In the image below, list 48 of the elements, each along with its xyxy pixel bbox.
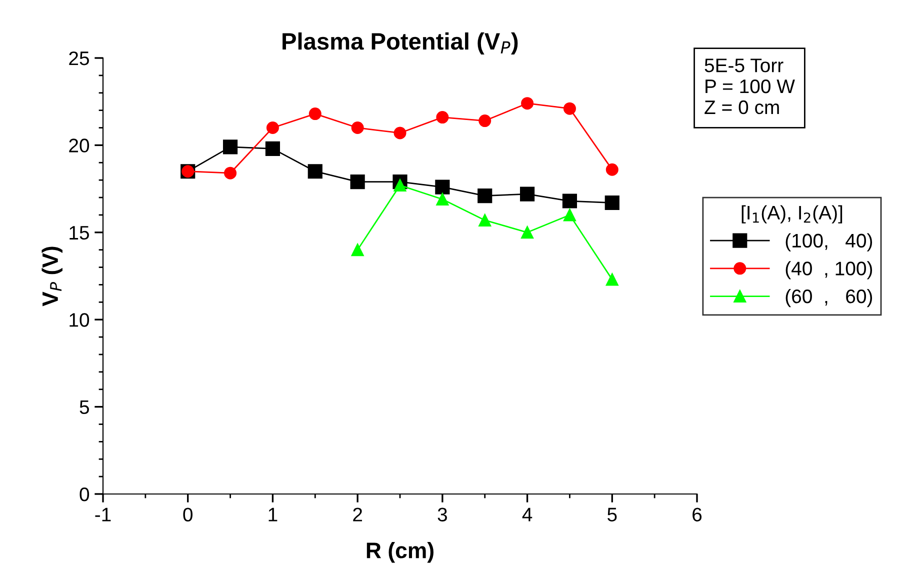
point [394, 126, 406, 140]
x-tick-label: 2 [353, 508, 362, 522]
point [308, 164, 322, 179]
point [478, 114, 492, 128]
text: 5E-5 Torr P = 100 W Z = 0 cm [704, 58, 795, 114]
point [563, 208, 576, 222]
y-tick-label: 20 [69, 138, 90, 152]
point [521, 97, 534, 110]
y-tick-label: 5 [80, 400, 89, 414]
y-tick-label: 25 [69, 51, 89, 66]
y-tick-label: 0 [80, 487, 90, 502]
x-tick-label: 5 [608, 508, 617, 522]
point [351, 122, 364, 134]
point [604, 195, 620, 210]
legend-title: [I$_{1}$(A), I$_{2}$(A)] [742, 205, 842, 224]
x-tick-label: 0 [183, 508, 193, 522]
point [478, 214, 492, 226]
point [606, 273, 618, 286]
y-tick-label: 10 [70, 313, 90, 327]
point [350, 174, 365, 190]
x-tick-label: 3 [438, 508, 447, 522]
x-tick-label: 4 [522, 508, 532, 522]
point [478, 188, 492, 204]
x-tick-label: 1 [268, 508, 278, 522]
chart-title: Plasma Potential (V$_{P}$) [282, 32, 518, 54]
point [351, 244, 364, 256]
point [308, 108, 322, 120]
point [394, 179, 406, 192]
point [266, 122, 279, 134]
legend-label: (60 , 60) [786, 288, 872, 308]
point [222, 140, 238, 154]
point [265, 141, 280, 156]
x-tick-label: -1 [95, 508, 111, 522]
point [224, 166, 237, 180]
x-tick-label: 6 [692, 508, 702, 522]
legend-label: (40 , 100) [786, 261, 872, 280]
x-axis-title: R (cm) [366, 542, 434, 563]
point [606, 163, 618, 176]
point [435, 180, 450, 194]
point [563, 102, 576, 115]
y-tick-label: 15 [70, 226, 89, 240]
legend-label: (100, 40) [786, 233, 872, 252]
point [521, 226, 534, 239]
point [520, 186, 535, 202]
point [562, 194, 578, 208]
point [436, 111, 449, 124]
point [436, 193, 449, 206]
y-axis-title: V$_{P}$ (V) [42, 246, 62, 306]
